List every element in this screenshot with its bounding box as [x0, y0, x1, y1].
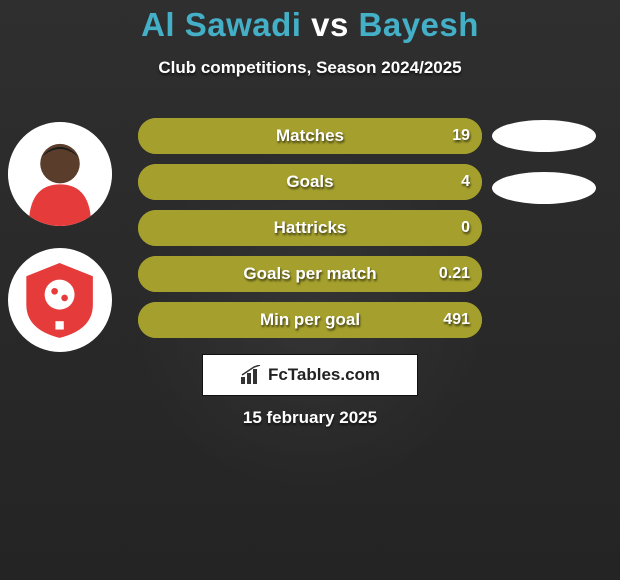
stat-bar-row: Min per goal491 — [138, 302, 482, 338]
source-badge-text: FcTables.com — [268, 365, 380, 385]
opponent-ellipse — [492, 172, 596, 204]
club-avatar — [8, 248, 112, 352]
opponent-ellipse — [492, 120, 596, 152]
crest-ball — [45, 280, 75, 310]
footer-date: 15 february 2025 — [0, 408, 620, 428]
stat-bar-value: 0 — [461, 210, 470, 246]
stat-bar-label: Goals — [138, 164, 482, 200]
crest-year-box — [56, 322, 64, 330]
player-avatar-graphic — [8, 122, 112, 226]
club-crest-graphic — [18, 258, 101, 341]
stat-bars: Matches19 Goals4 Hattricks0 Goals per match… — [138, 118, 482, 348]
stat-bar-value: 0.21 — [439, 256, 470, 292]
crest-ball-spot-1 — [52, 288, 59, 295]
stat-bar-value: 491 — [443, 302, 470, 338]
stat-bar-label: Goals per match — [138, 256, 482, 292]
stat-bar-row: Goals per match0.21 — [138, 256, 482, 292]
stat-bar-value: 19 — [452, 118, 470, 154]
source-badge: FcTables.com — [202, 354, 418, 396]
stat-bar-row: Matches19 — [138, 118, 482, 154]
title-vs: vs — [301, 6, 358, 43]
comparison-card: Al Sawadi vs Bayesh Club competitions, S… — [0, 0, 620, 580]
stat-bar-row: Hattricks0 — [138, 210, 482, 246]
title-player-left: Al Sawadi — [141, 6, 301, 43]
avatar-column — [8, 122, 112, 374]
stat-bar-row: Goals4 — [138, 164, 482, 200]
player-avatar — [8, 122, 112, 226]
subtitle: Club competitions, Season 2024/2025 — [0, 58, 620, 78]
head-shape — [40, 144, 80, 184]
stat-bar-label: Matches — [138, 118, 482, 154]
title-player-right: Bayesh — [359, 6, 479, 43]
stat-bar-label: Hattricks — [138, 210, 482, 246]
page-title: Al Sawadi vs Bayesh — [0, 0, 620, 44]
opponent-ellipses — [492, 120, 596, 224]
crest-ball-spot-2 — [62, 295, 69, 302]
stat-bar-value: 4 — [461, 164, 470, 200]
stat-bar-label: Min per goal — [138, 302, 482, 338]
chart-icon — [240, 365, 262, 385]
